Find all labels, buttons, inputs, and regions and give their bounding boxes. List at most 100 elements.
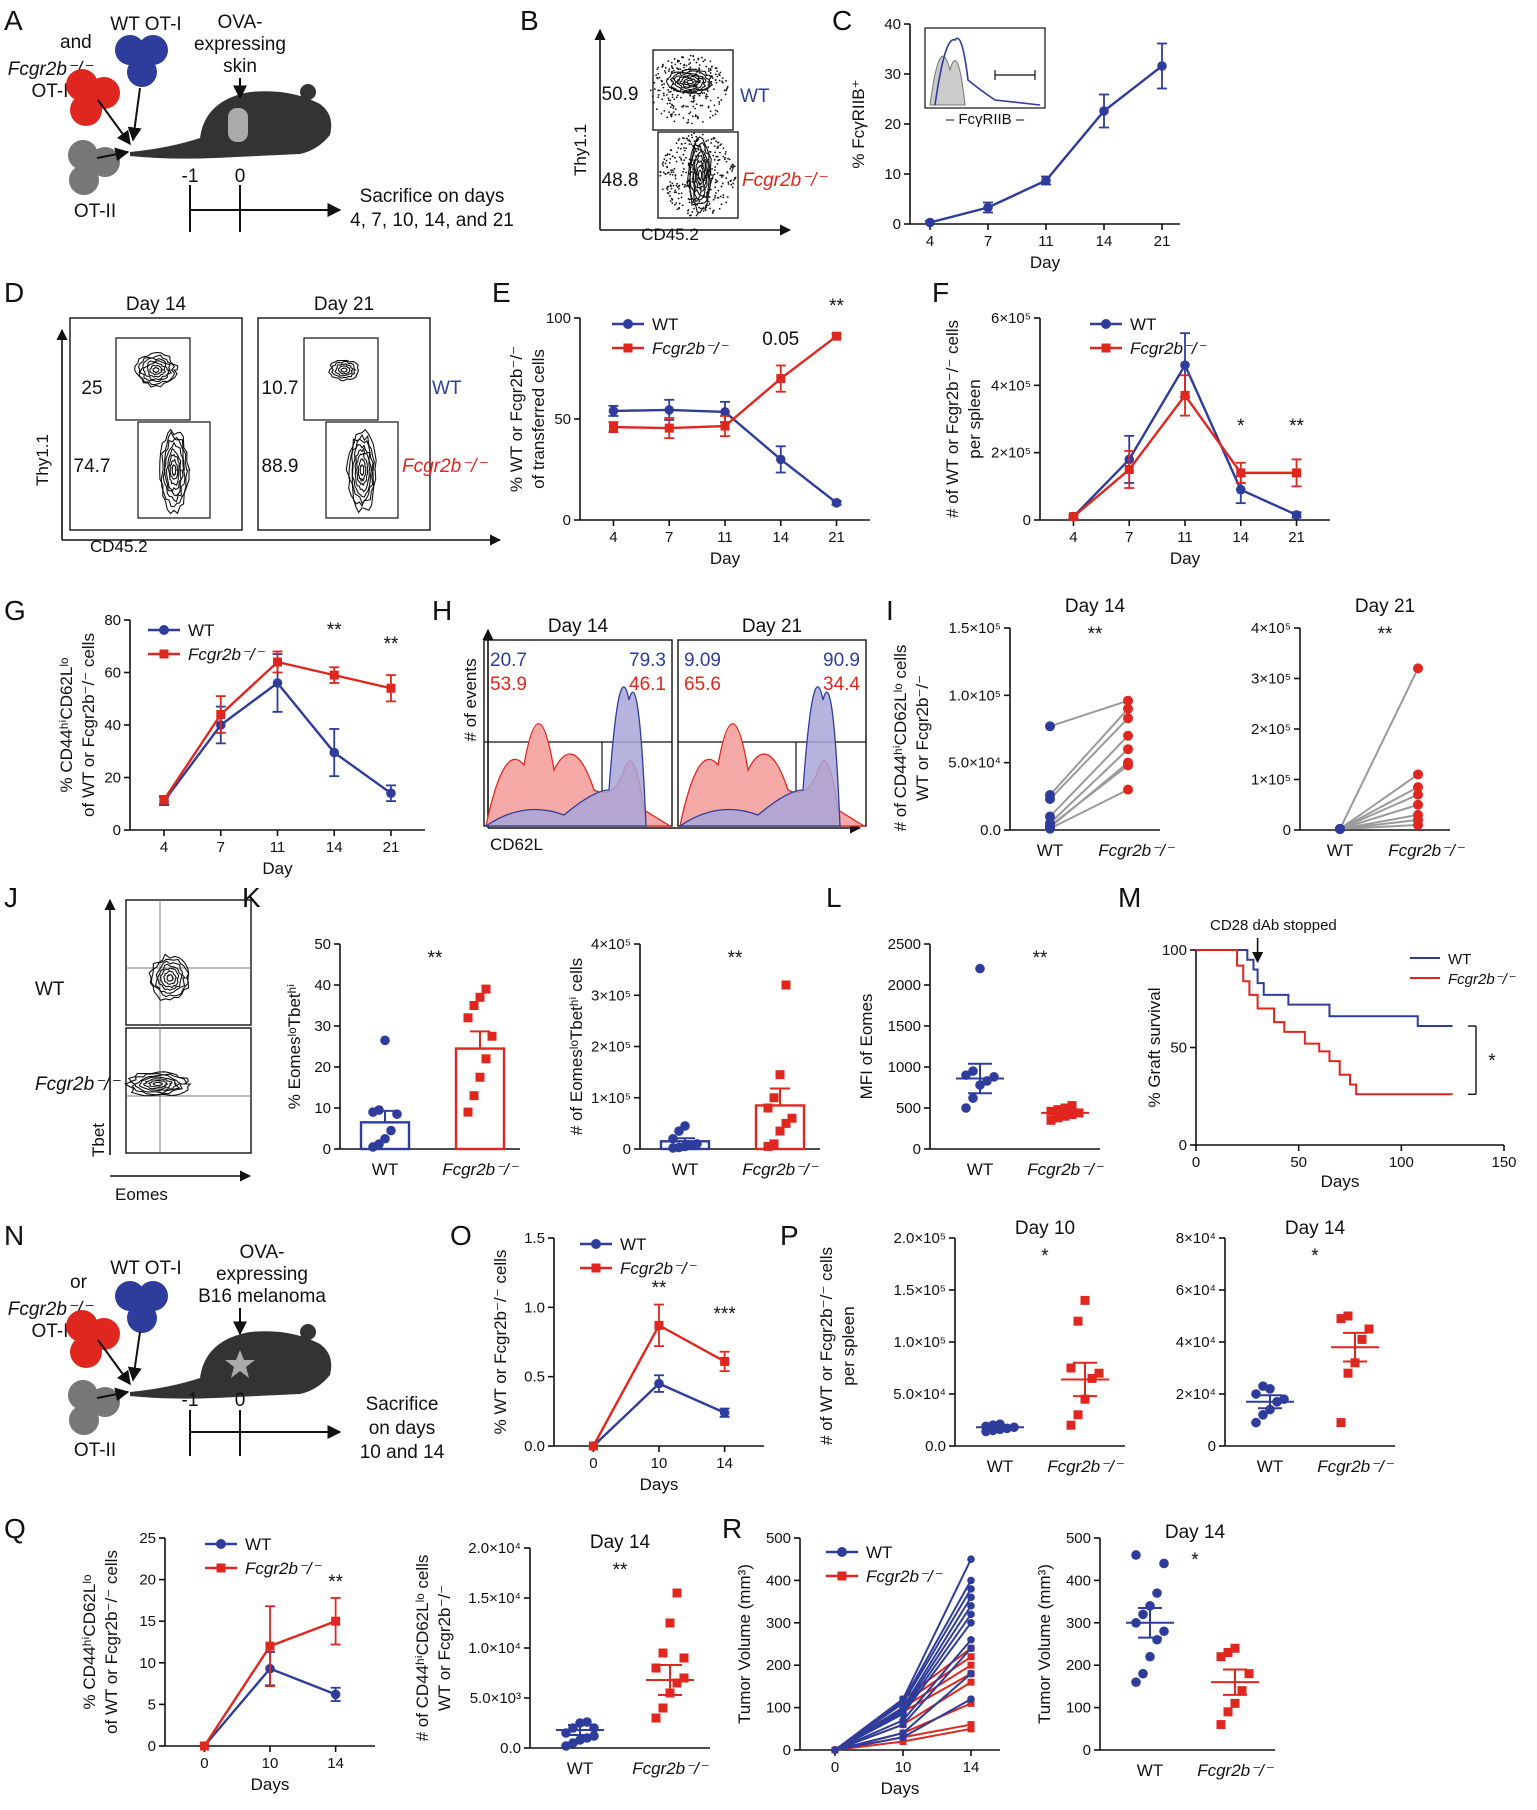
data-point <box>1291 510 1302 520</box>
flow-event <box>695 150 698 153</box>
data-point-square <box>1292 468 1302 478</box>
data-point-square <box>1080 1394 1090 1404</box>
y-tick-label: 80 <box>104 612 121 629</box>
data-point-square <box>651 1713 661 1723</box>
flow-event <box>662 161 665 164</box>
data-point <box>392 1109 402 1119</box>
flow-y-label: # of events <box>461 658 480 741</box>
flow-event <box>688 58 691 61</box>
legend-marker-wt <box>623 319 633 329</box>
flow-event <box>651 95 654 98</box>
flow-event <box>657 72 659 75</box>
flow-event <box>720 185 723 188</box>
flow-event <box>662 86 665 89</box>
data-point-square <box>1364 1324 1374 1334</box>
pair-line <box>1049 748 1129 824</box>
flow-event <box>677 147 680 149</box>
flow-event <box>726 85 729 88</box>
flow-event <box>653 88 656 90</box>
histogram-plot: Day 21 9.09 90.9 65.6 34.4 <box>677 616 867 827</box>
data-point-square <box>654 1320 664 1330</box>
flow-event <box>669 200 672 203</box>
flow-event <box>668 111 671 114</box>
flow-event <box>722 147 725 150</box>
data-point <box>330 1689 341 1700</box>
flow-event <box>733 179 735 182</box>
flow-event <box>697 58 700 61</box>
flow-contour <box>357 458 367 483</box>
significance: ** <box>1033 948 1048 969</box>
flow-event <box>725 201 727 204</box>
flow-event <box>695 214 698 217</box>
flow-event <box>704 59 706 61</box>
data-point <box>968 1066 978 1076</box>
data-point-square <box>608 422 618 432</box>
significance: ** <box>1378 624 1393 645</box>
ko-lo-pct: 53.9 <box>490 674 527 695</box>
flow-event <box>693 132 695 135</box>
flow-event <box>658 89 661 92</box>
legend-label-wt: WT <box>1130 315 1156 334</box>
y-tick-label: 500 <box>1066 1530 1091 1547</box>
flow-event <box>703 92 706 94</box>
x-tick-label: 4 <box>609 529 617 546</box>
flow-event <box>706 90 709 93</box>
flow-event <box>677 192 680 195</box>
y-tick-label: 10 <box>884 166 901 183</box>
flow-event <box>713 145 716 148</box>
y-tick-label: 0 <box>1083 1742 1091 1759</box>
flow-event <box>715 81 718 84</box>
flow-event <box>658 76 661 79</box>
legend-marker-ko <box>216 1563 226 1573</box>
flow-contour <box>160 967 180 989</box>
flow-frame <box>69 317 243 531</box>
flow-event <box>661 188 664 191</box>
inset-hist <box>934 37 1041 106</box>
data-point <box>380 1035 390 1046</box>
histogram-plot: Day 14 20.7 79.3 53.9 46.1 <box>483 616 673 827</box>
dot-plot: 0.0 5.0×10⁴ 1.0×10⁵ 1.5×10⁵ 2.0×10⁵ WT Fcgr2b⁻… <box>893 1218 1125 1476</box>
flow-event <box>715 140 718 143</box>
panel-d: Thy1.1 CD45.2 Day 14 25 74.7 Day 21 10.7 88.9 WT… <box>33 294 502 556</box>
pair-line <box>1339 786 1419 830</box>
data-point <box>967 1610 975 1619</box>
data-point-square <box>199 1741 209 1751</box>
data-point <box>1159 1626 1169 1637</box>
flow-event <box>711 77 714 79</box>
significance: 0.05 <box>762 329 799 350</box>
flow-event <box>707 139 710 142</box>
legend-marker-ko <box>591 1263 601 1273</box>
flow-event <box>707 204 709 207</box>
flow-event <box>707 67 710 70</box>
flow-contour <box>150 958 190 998</box>
flow-event <box>731 163 734 166</box>
data-point-square <box>588 1441 598 1451</box>
flow-event <box>684 142 687 145</box>
data-point-ko <box>1123 713 1133 724</box>
flow-event <box>662 164 665 167</box>
data-point-square <box>1230 1698 1240 1708</box>
data-point-square <box>1053 1113 1063 1123</box>
x-tick-label: 7 <box>665 529 673 546</box>
flow-event <box>698 68 701 71</box>
x-cat-wt: WT <box>672 1160 698 1179</box>
gate-wt-pct: 50.9 <box>602 84 639 105</box>
y-tick-label: 1.0×10⁵ <box>948 687 1001 704</box>
panel-label-i: I <box>886 595 894 626</box>
y-tick-label: 1.5×10⁴ <box>468 1590 521 1607</box>
flow-event <box>680 96 682 99</box>
tick-m1: -1 <box>182 1390 199 1411</box>
flow-event <box>723 89 726 92</box>
flow-event <box>673 191 676 194</box>
flow-event <box>701 92 704 94</box>
flow-contour <box>124 1071 192 1097</box>
flow-contour <box>142 360 170 381</box>
flow-event <box>714 151 717 154</box>
flow-event <box>728 158 731 161</box>
significance: ** <box>327 620 342 641</box>
flow-event <box>727 181 730 184</box>
data-point-square <box>1216 1652 1226 1662</box>
legend-marker-wt <box>837 1547 847 1557</box>
y-axis-label: # of CD44ʰⁱCD62Lˡᵒ cells <box>413 1555 432 1742</box>
